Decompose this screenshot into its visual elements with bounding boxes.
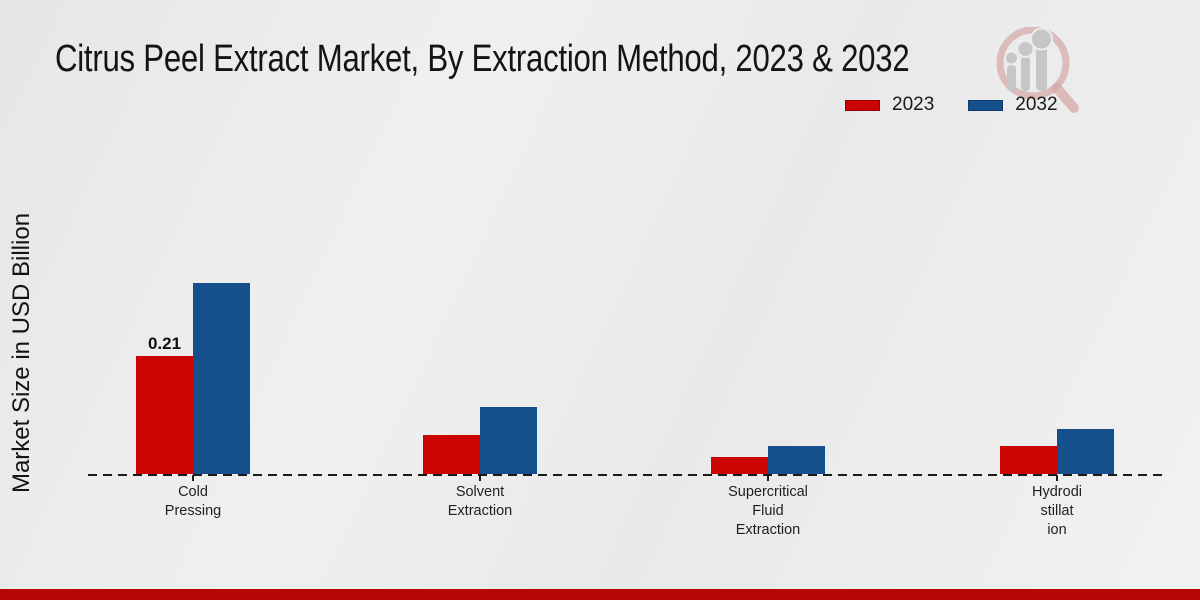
legend-swatch-2023 — [845, 99, 880, 111]
magnifier-handle-icon — [1052, 83, 1079, 113]
bar-2023-solvent-extraction — [423, 435, 480, 474]
x-axis-line — [88, 474, 1163, 476]
x-axis-label-supercritical-fluid-extraction: Supercritical Fluid Extraction — [728, 484, 808, 538]
logo-bar-small — [1007, 65, 1016, 91]
chart-title: Citrus Peel Extract Market, By Extractio… — [55, 38, 910, 80]
x-axis-tick — [767, 475, 769, 481]
magnifier-bar-chart-logo — [996, 27, 1079, 113]
bar-2032-supercritical-fluid-extraction — [768, 446, 825, 474]
legend-label: 2023 — [892, 94, 935, 115]
footer-red-band — [0, 589, 1200, 600]
logo-dot-small — [1004, 50, 1019, 66]
x-axis-tick — [192, 475, 194, 481]
logo-bar-medium — [1021, 56, 1030, 91]
bar-2032-solvent-extraction — [480, 407, 537, 474]
logo-dot-medium — [1016, 40, 1035, 58]
bar-2023-hydrodistillation — [1000, 446, 1057, 474]
legend-swatch-2032 — [968, 99, 1004, 111]
x-axis-label-cold-pressing: Cold Pressing — [164, 484, 222, 519]
x-axis-tick — [1056, 475, 1058, 481]
x-axis-label-solvent-extraction: Solvent Extraction — [447, 484, 513, 519]
magnifier-ring-icon — [996, 27, 1070, 100]
bar-2032-hydrodistillation — [1057, 429, 1114, 474]
legend-item-2023: 2023 — [845, 94, 934, 116]
bar-2023-cold-pressing — [136, 356, 193, 474]
x-axis-label-hydrodistillation: Hydrodi stillat ion — [1032, 484, 1082, 538]
logo-dot-large — [1030, 27, 1053, 51]
bar-2023-supercritical-fluid-extraction — [711, 457, 768, 474]
legend-item-2032: 2032 — [968, 94, 1058, 116]
bar-value-label: 0.21 — [147, 334, 182, 353]
legend-label: 2032 — [1015, 94, 1058, 115]
logo-bar-large — [1036, 46, 1047, 91]
bar-2032-cold-pressing — [193, 283, 250, 474]
legend: 2023 2032 — [845, 94, 1058, 116]
x-axis-tick — [479, 475, 481, 481]
